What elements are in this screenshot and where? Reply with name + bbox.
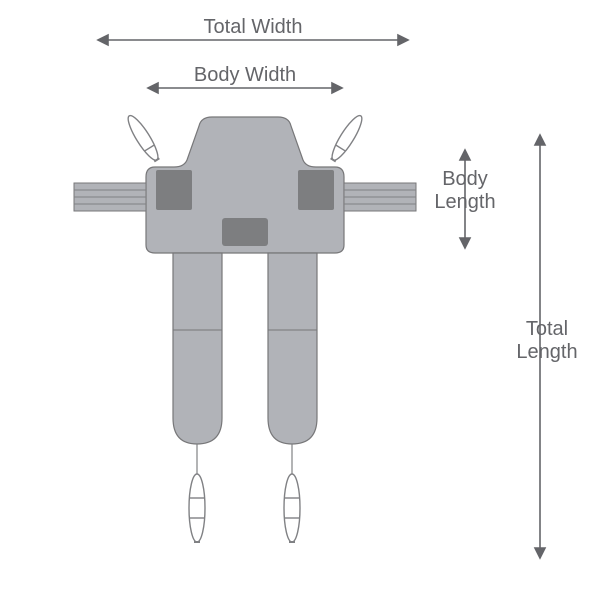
sling-dimension-diagram: Total Width Body Width Body Length Total… — [0, 0, 600, 600]
body-length-label-2: Length — [434, 191, 495, 213]
total-length-label-1: Total — [526, 318, 568, 340]
body-width-label: Body Width — [194, 64, 296, 86]
sling-body-clean — [140, 110, 350, 460]
total-length-label-2: Length — [516, 341, 577, 363]
total-width-label: Total Width — [204, 16, 303, 38]
body-length-label-1: Body — [442, 168, 488, 190]
